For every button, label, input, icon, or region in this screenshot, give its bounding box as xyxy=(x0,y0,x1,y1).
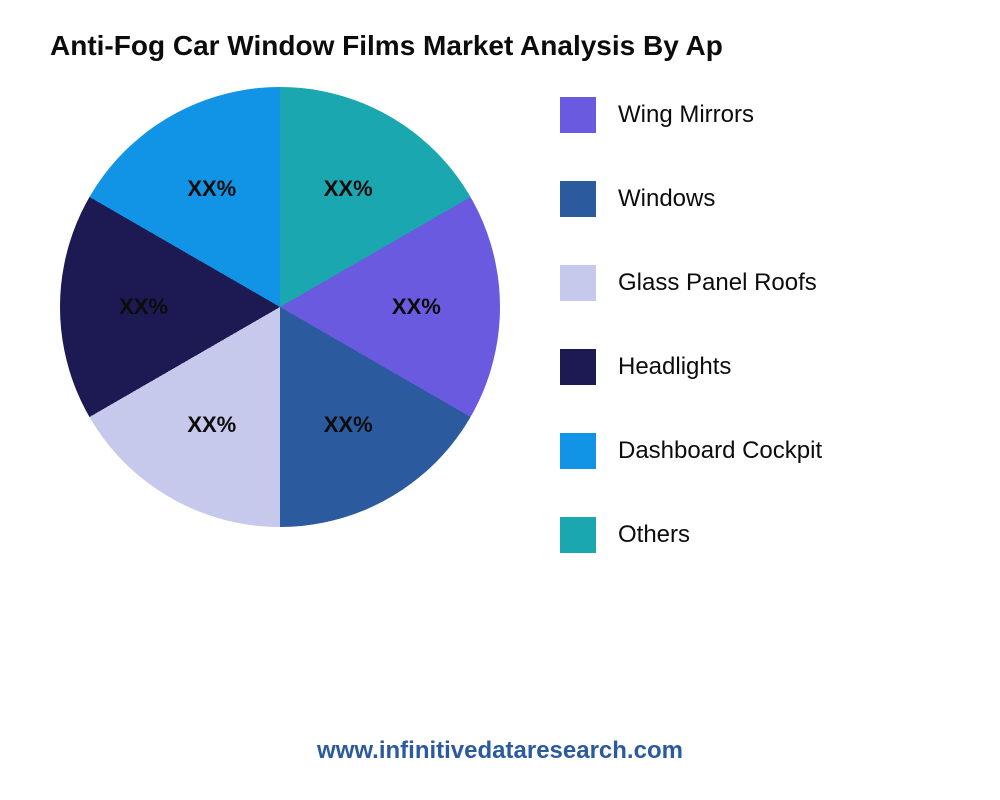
slice-label: XX% xyxy=(392,294,441,320)
slice-label: XX% xyxy=(119,294,168,320)
legend-item: Windows xyxy=(560,181,822,217)
slice-label: XX% xyxy=(324,176,373,202)
legend-label: Glass Panel Roofs xyxy=(618,269,817,297)
legend-swatch xyxy=(560,181,596,217)
legend-swatch xyxy=(560,265,596,301)
legend-item: Wing Mirrors xyxy=(560,97,822,133)
pie-chart: XX% XX% XX% XX% XX% XX% xyxy=(60,87,500,527)
legend-item: Dashboard Cockpit xyxy=(560,433,822,469)
slice-label: XX% xyxy=(187,412,236,438)
legend-label: Headlights xyxy=(618,353,731,381)
legend-label: Others xyxy=(618,521,690,549)
footer-link[interactable]: www.infinitivedataresearch.com xyxy=(0,737,1000,765)
legend-swatch xyxy=(560,433,596,469)
slice-label: XX% xyxy=(324,412,373,438)
legend: Wing Mirrors Windows Glass Panel Roofs Head… xyxy=(560,87,822,601)
content-row: XX% XX% XX% XX% XX% XX% Wing Mirrors Windows Gl… xyxy=(0,62,1000,601)
legend-swatch xyxy=(560,349,596,385)
slice-label: XX% xyxy=(187,176,236,202)
legend-label: Wing Mirrors xyxy=(618,101,754,129)
legend-label: Windows xyxy=(618,185,715,213)
chart-title: Anti-Fog Car Window Films Market Analysi… xyxy=(0,0,1000,62)
legend-label: Dashboard Cockpit xyxy=(618,437,822,465)
legend-swatch xyxy=(560,97,596,133)
legend-swatch xyxy=(560,517,596,553)
legend-item: Glass Panel Roofs xyxy=(560,265,822,301)
legend-item: Others xyxy=(560,517,822,553)
legend-item: Headlights xyxy=(560,349,822,385)
